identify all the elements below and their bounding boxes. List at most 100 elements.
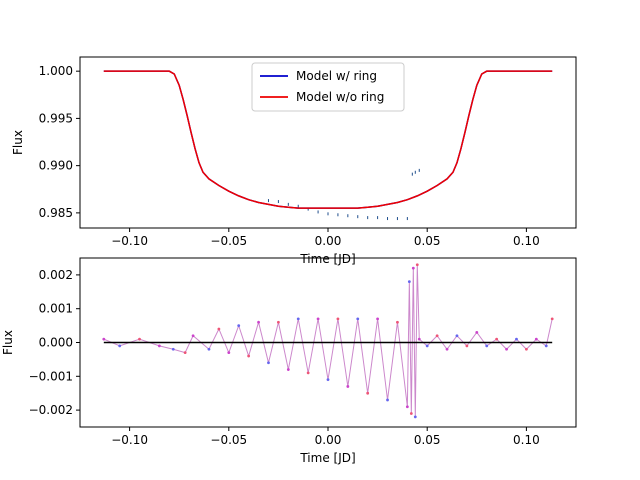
observation-point bbox=[317, 210, 319, 214]
residual-point bbox=[326, 378, 330, 382]
residual-point bbox=[417, 337, 421, 341]
observation-point bbox=[287, 202, 289, 206]
residual-point bbox=[157, 344, 161, 348]
x-tick-label: 0.05 bbox=[414, 234, 441, 248]
observation-point bbox=[418, 168, 420, 172]
residual-point bbox=[366, 391, 370, 395]
residual-point bbox=[515, 337, 518, 341]
residual-point bbox=[475, 330, 479, 334]
x-tick-label: 0.10 bbox=[513, 433, 540, 447]
observation-point bbox=[387, 217, 389, 221]
observation-point bbox=[414, 170, 416, 174]
residual-point bbox=[465, 344, 469, 348]
residual-point bbox=[267, 361, 270, 365]
residual-point bbox=[247, 354, 251, 358]
residual-point bbox=[525, 347, 528, 351]
y-axis-label: Flux bbox=[11, 130, 25, 155]
observation-point bbox=[357, 215, 359, 219]
y-tick-label: 0.985 bbox=[39, 206, 73, 220]
legend-label-with-ring: Model w/ ring bbox=[296, 69, 377, 83]
y-tick-label: 0.990 bbox=[39, 159, 73, 173]
y-tick-label: 0.001 bbox=[39, 302, 73, 316]
top-panel-data-layer bbox=[103, 70, 553, 221]
residual-point bbox=[425, 344, 429, 348]
residual-point bbox=[396, 320, 399, 324]
x-tick-label: 0.05 bbox=[414, 433, 441, 447]
residual-point bbox=[118, 344, 122, 348]
y-axis-label: Flux bbox=[1, 330, 15, 355]
observation-point bbox=[267, 199, 269, 203]
x-tick-label: 0.10 bbox=[513, 234, 540, 248]
residual-point bbox=[409, 412, 413, 415]
residual-point bbox=[411, 266, 415, 270]
bottom-panel-axes: −0.10 −0.05 0.00 0.05 0.10 −0.002 −0.001 0.000 0… bbox=[1, 257, 577, 465]
residual-point bbox=[183, 351, 187, 355]
residual-point bbox=[207, 347, 211, 351]
residual-point bbox=[435, 334, 439, 338]
residual-point bbox=[407, 280, 411, 284]
residual-point bbox=[376, 317, 379, 321]
x-axis-label: Time [JD] bbox=[299, 451, 355, 465]
y-tick-label: 0.002 bbox=[39, 268, 73, 282]
residual-point bbox=[485, 344, 489, 348]
observation-point bbox=[347, 214, 349, 218]
observation-point bbox=[406, 217, 408, 221]
x-tick-label: 0.00 bbox=[315, 234, 342, 248]
residual-point bbox=[286, 368, 290, 371]
residual-line bbox=[103, 264, 553, 417]
x-tick-label: −0.05 bbox=[210, 234, 247, 248]
x-tick-label: 0.00 bbox=[315, 433, 342, 447]
observation-point bbox=[411, 172, 413, 176]
x-tick-label: −0.10 bbox=[111, 234, 148, 248]
residual-point bbox=[102, 337, 106, 341]
observation-point bbox=[377, 216, 379, 220]
residual-point bbox=[277, 320, 280, 324]
bottom-panel-residuals: −0.10 −0.05 0.00 0.05 0.10 −0.002 −0.001 0.000 0… bbox=[1, 257, 577, 465]
residual-point bbox=[257, 320, 260, 324]
top-panel-flux-model: −0.10 −0.05 0.00 0.05 0.10 0.985 0.990 0.995 1.0… bbox=[11, 56, 577, 266]
observation-point bbox=[327, 212, 329, 216]
y-tick-label: −0.002 bbox=[29, 403, 73, 417]
x-tick-label: −0.10 bbox=[111, 433, 148, 447]
x-axis-label: Time [JD] bbox=[299, 252, 355, 266]
y-tick-label: −0.001 bbox=[29, 369, 73, 383]
observation-point bbox=[277, 200, 279, 204]
residual-point bbox=[217, 327, 221, 331]
residual-point bbox=[171, 347, 175, 351]
residual-point bbox=[534, 337, 538, 341]
observation-point bbox=[367, 216, 369, 220]
residual-point bbox=[495, 337, 499, 341]
legend-box bbox=[251, 62, 405, 112]
residual-point bbox=[455, 334, 459, 338]
y-tick-label: 0.995 bbox=[39, 111, 73, 125]
residual-point bbox=[415, 263, 419, 267]
legend-label-without-ring: Model w/o ring bbox=[296, 90, 384, 104]
residual-point bbox=[306, 371, 310, 375]
observation-point bbox=[396, 217, 398, 221]
y-tick-label: 0.000 bbox=[39, 336, 73, 350]
residual-point bbox=[356, 317, 360, 321]
residual-point bbox=[336, 317, 340, 321]
model-without-ring-line bbox=[103, 70, 553, 209]
y-tick-label: 1.000 bbox=[39, 64, 73, 78]
top-panel-legend: Model w/ ring Model w/o ring bbox=[251, 62, 405, 112]
residual-point bbox=[316, 317, 320, 321]
residual-point bbox=[296, 317, 300, 321]
residual-point bbox=[505, 347, 508, 351]
residual-point bbox=[237, 324, 241, 327]
x-tick-label: −0.05 bbox=[210, 433, 247, 447]
residual-point bbox=[138, 337, 141, 341]
bottom-panel-data-layer bbox=[102, 263, 554, 419]
residual-point bbox=[191, 334, 195, 338]
observation-point bbox=[297, 204, 299, 208]
residual-point bbox=[550, 317, 554, 321]
residual-point bbox=[227, 351, 231, 355]
observation-point bbox=[337, 213, 339, 217]
residual-point bbox=[544, 344, 548, 348]
residual-point bbox=[386, 398, 389, 402]
top-panel-axes: −0.10 −0.05 0.00 0.05 0.10 0.985 0.990 0.995 1.0… bbox=[11, 56, 577, 266]
residual-point bbox=[445, 347, 449, 351]
residual-point bbox=[346, 385, 350, 388]
observation-point bbox=[307, 207, 309, 211]
